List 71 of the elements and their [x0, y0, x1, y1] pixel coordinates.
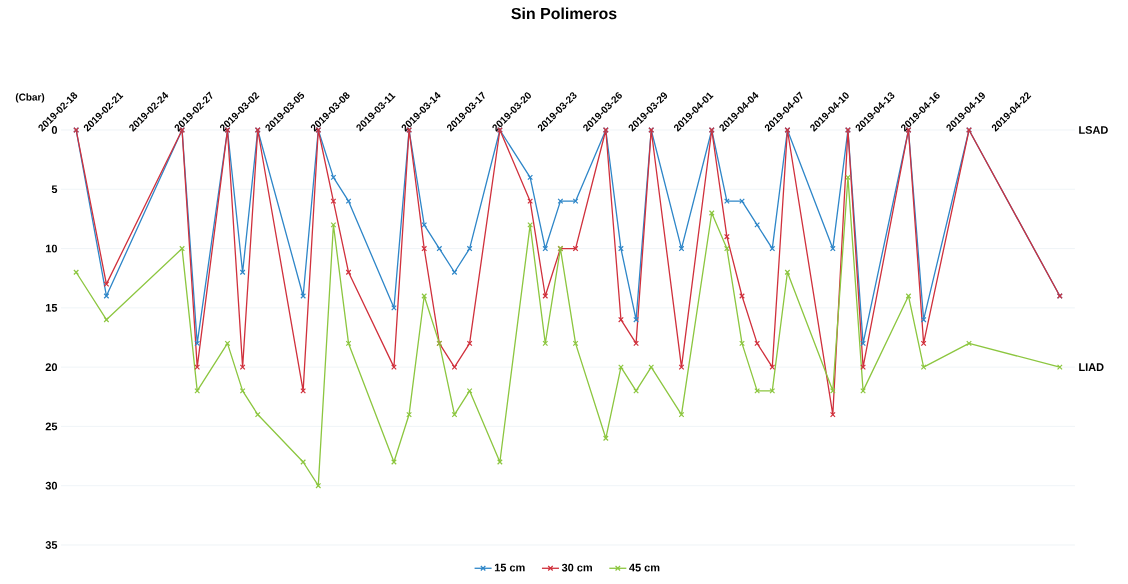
- point: [920, 364, 927, 370]
- legend-label: 30 cm: [561, 563, 592, 572]
- point: [421, 245, 428, 252]
- point: [436, 245, 443, 252]
- point: [497, 459, 503, 465]
- legend-label: 15 cm: [494, 563, 525, 572]
- y-tick-label: 15: [45, 304, 58, 312]
- point: [239, 387, 246, 394]
- point: [678, 364, 685, 370]
- point: [527, 174, 534, 181]
- point: [103, 316, 110, 323]
- point: [557, 198, 564, 204]
- point: [330, 198, 337, 204]
- point: [648, 364, 655, 370]
- point: [73, 269, 80, 276]
- point: [860, 340, 866, 347]
- point: [239, 364, 246, 370]
- point: [451, 364, 458, 370]
- point: [572, 198, 579, 204]
- y-tick-label: 30: [45, 481, 58, 490]
- point: [845, 174, 851, 181]
- point: [103, 293, 110, 299]
- point: [905, 293, 912, 299]
- point: [194, 340, 201, 347]
- y-tick-label: 5: [51, 185, 58, 194]
- point: [542, 293, 549, 299]
- point: [784, 269, 791, 276]
- point: [920, 316, 927, 323]
- point: [300, 293, 307, 299]
- point: [300, 459, 307, 465]
- text: LIAD: [1079, 363, 1104, 371]
- y-tick-label: 25: [45, 422, 58, 431]
- point: [769, 245, 776, 252]
- legend-label: 45 cm: [629, 563, 660, 572]
- point: [542, 245, 549, 252]
- point: [966, 340, 972, 347]
- point: [633, 387, 639, 394]
- point: [618, 245, 624, 252]
- y-tick-label: 10: [45, 244, 58, 253]
- point: [254, 411, 261, 418]
- point: [708, 210, 715, 216]
- point: [345, 198, 352, 204]
- point: [724, 245, 730, 252]
- point: [391, 304, 397, 311]
- point: [860, 387, 866, 394]
- point: [421, 293, 428, 299]
- text: LSAD: [1079, 126, 1108, 134]
- point: [330, 221, 337, 228]
- point: [829, 411, 836, 418]
- point: [345, 269, 352, 276]
- point: [633, 316, 639, 323]
- point: [739, 340, 745, 347]
- point: [769, 364, 776, 370]
- point: [618, 316, 624, 323]
- point: [542, 340, 549, 347]
- y-tick-label: 35: [45, 541, 58, 549]
- point: [724, 233, 730, 240]
- point: [239, 269, 246, 276]
- point: [754, 340, 761, 347]
- point: [406, 411, 412, 418]
- y-tick-label: 20: [45, 363, 58, 372]
- point: [466, 387, 473, 394]
- point: [103, 281, 110, 287]
- point: [769, 387, 776, 394]
- point: [451, 269, 458, 276]
- point: [633, 340, 639, 347]
- point: [179, 245, 185, 252]
- chart-title: Sin Polimeros: [511, 7, 617, 20]
- point: [829, 245, 836, 252]
- point: [739, 198, 745, 204]
- point: [194, 364, 201, 370]
